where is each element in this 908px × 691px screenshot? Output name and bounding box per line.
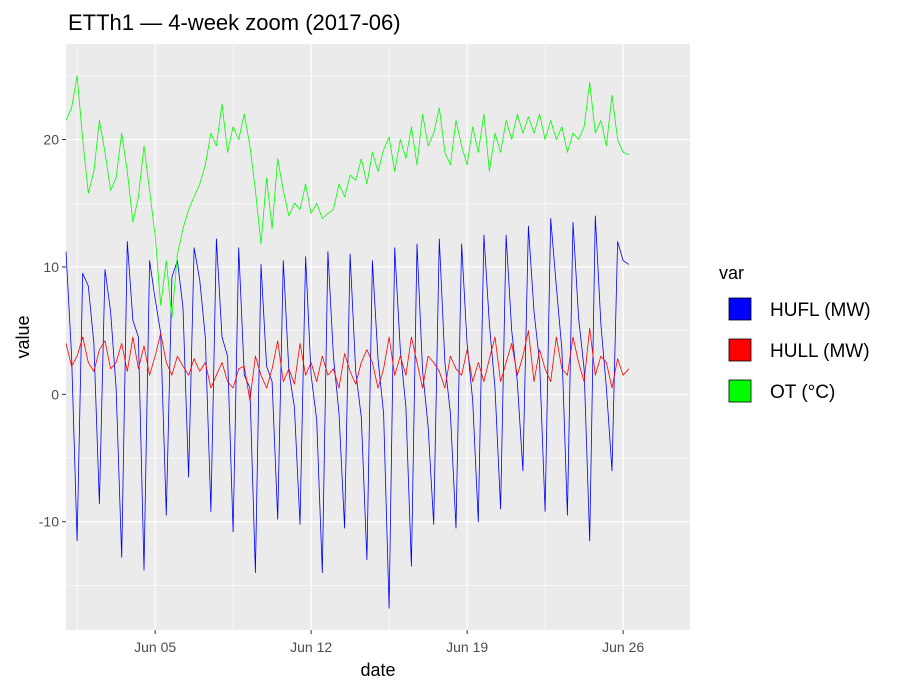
legend-key-0 (728, 297, 752, 321)
plot-panel (66, 44, 690, 630)
legend-label-2: OT (°C) (770, 382, 835, 403)
series-lines (65, 75, 630, 609)
series-line-0 (65, 215, 629, 609)
y-tick-label: 10 (43, 259, 59, 275)
legend-title: var (719, 263, 744, 283)
x-tick-label: Jun 26 (602, 639, 644, 655)
y-tick-label: 0 (51, 386, 59, 402)
series-line-2 (65, 75, 629, 319)
x-axis: Jun 05 Jun 12 Jun 19 Jun 26 (134, 630, 644, 655)
x-tick-label: Jun 05 (134, 639, 176, 655)
chart-title: ETTh1 — 4-week zoom (2017-06) (68, 10, 401, 35)
y-tick-label: -10 (39, 514, 59, 530)
legend-label-1: HULL (MW) (770, 341, 870, 362)
legend-key-1 (728, 338, 752, 362)
y-axis-title: value (13, 315, 33, 358)
legend-key-2 (728, 379, 752, 403)
x-tick-label: Jun 12 (290, 639, 332, 655)
y-tick-label: 20 (43, 132, 59, 148)
legend-label-0: HUFL (MW) (770, 300, 871, 321)
x-axis-title: date (360, 660, 395, 680)
legend: var HUFL (MW) HULL (MW) OT (°C) (719, 263, 871, 403)
y-axis: -10 0 10 20 (39, 132, 66, 530)
x-tick-label: Jun 19 (446, 639, 488, 655)
major-gridlines (66, 44, 690, 630)
series-line-1 (65, 327, 630, 402)
minor-gridlines (66, 44, 690, 630)
